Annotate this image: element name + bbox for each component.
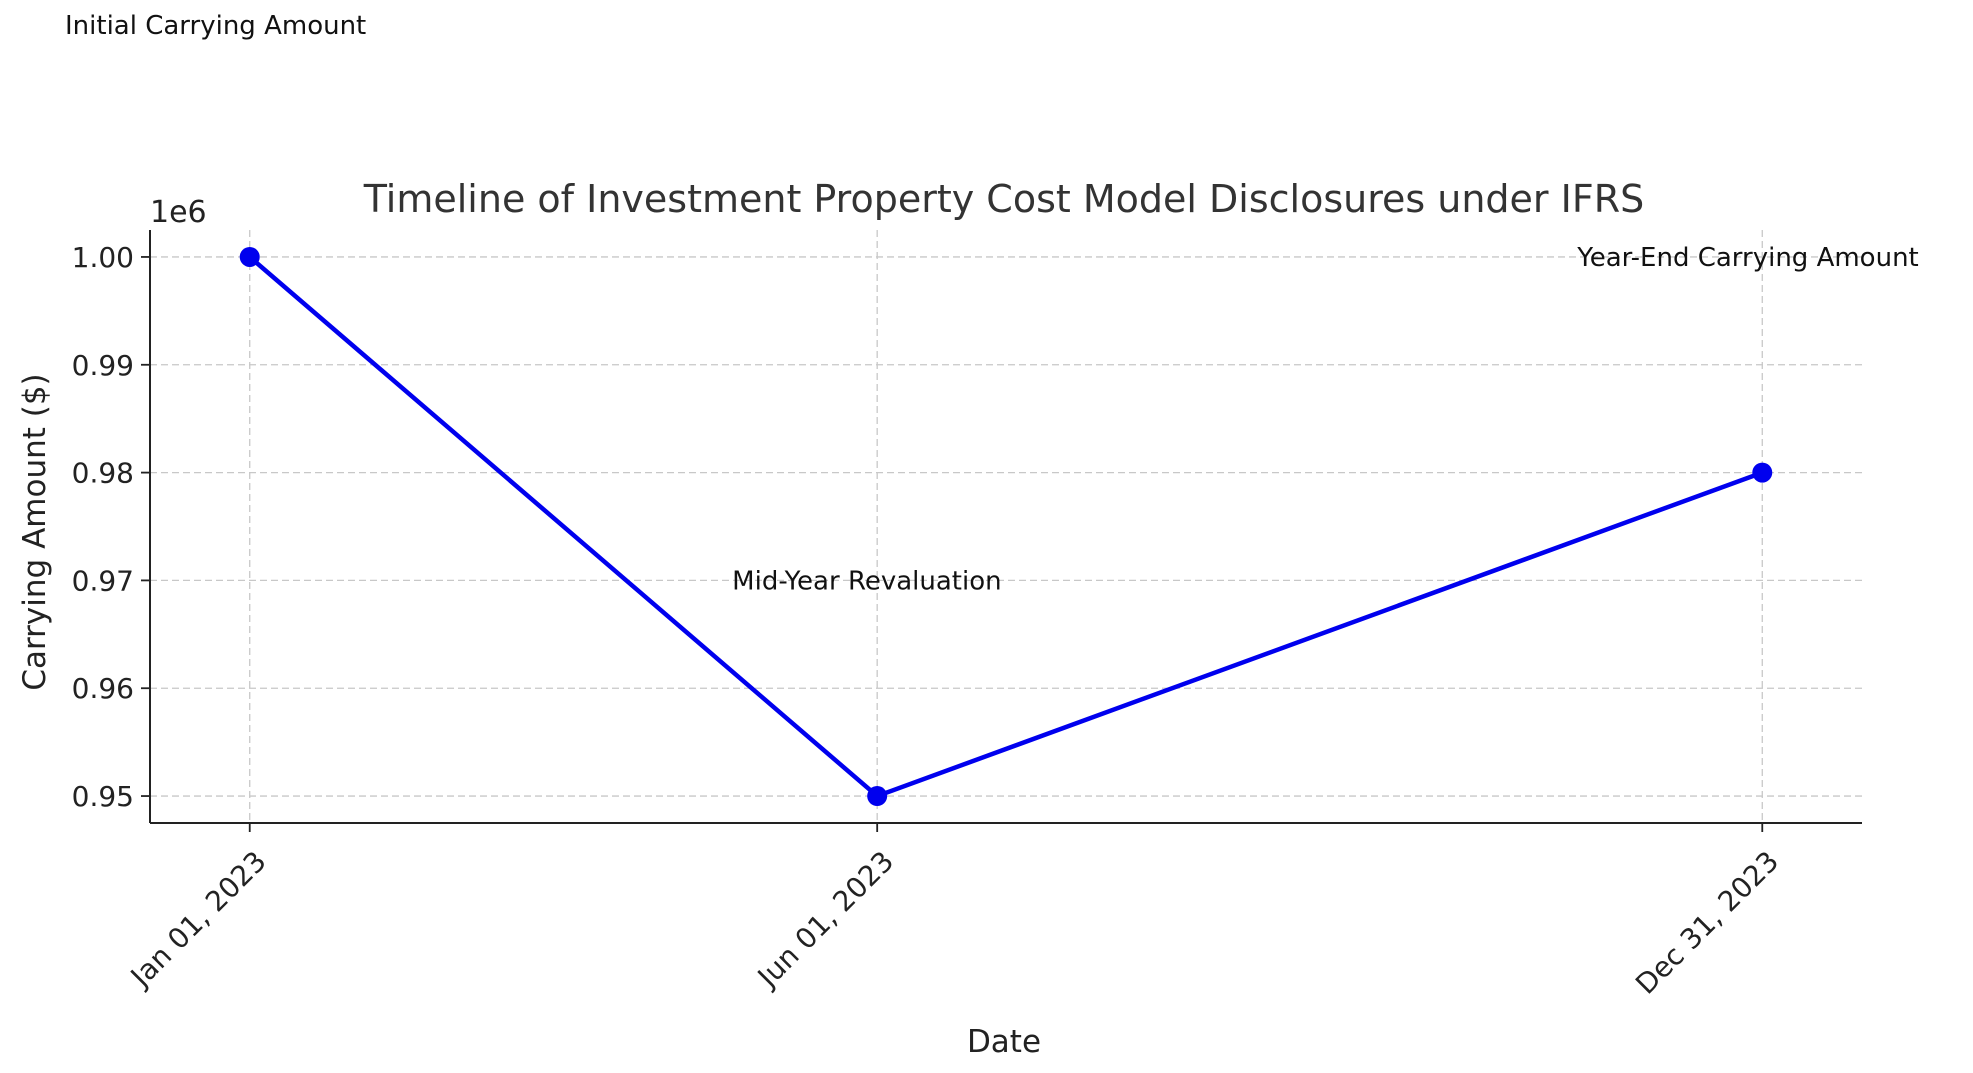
data-point bbox=[867, 786, 888, 807]
y-tick-label: 0.98 bbox=[72, 457, 134, 490]
y-offset-label: 1e6 bbox=[150, 195, 207, 230]
y-tick-label: 0.95 bbox=[72, 780, 134, 813]
x-tick-label: Dec 31, 2023 bbox=[1629, 845, 1785, 1001]
data-point bbox=[1752, 462, 1773, 483]
annotation-label: Initial Carrying Amount bbox=[65, 11, 366, 41]
y-tick-label: 1.00 bbox=[72, 241, 134, 274]
annotation-label: Year-End Carrying Amount bbox=[1576, 243, 1918, 273]
data-point bbox=[239, 246, 260, 267]
y-tick-label: 0.97 bbox=[72, 564, 134, 597]
y-tick-label: 0.96 bbox=[72, 672, 134, 705]
y-tick-label: 0.99 bbox=[72, 349, 134, 382]
y-axis-title: Carrying Amount ($) bbox=[17, 373, 53, 690]
series-line bbox=[248, 255, 1764, 799]
series-group bbox=[239, 246, 1773, 807]
x-tick-label: Jun 01, 2023 bbox=[750, 845, 900, 995]
x-tick-label: Jan 01, 2023 bbox=[123, 845, 273, 995]
x-axis-title: Date bbox=[967, 1024, 1041, 1060]
axis-ticks: 0.95 0.96 0.97 0.98 0.99 1.00 Jan 01, 2023 Jun … bbox=[72, 241, 1786, 1001]
grid bbox=[150, 230, 1862, 823]
annotation-label: Mid-Year Revaluation bbox=[732, 566, 1001, 596]
axes-spines bbox=[149, 230, 1862, 824]
annotations: Initial Carrying Amount Mid-Year Revaluat… bbox=[65, 11, 1919, 596]
chart-title: Timeline of Investment Property Cost Mod… bbox=[363, 177, 1644, 221]
